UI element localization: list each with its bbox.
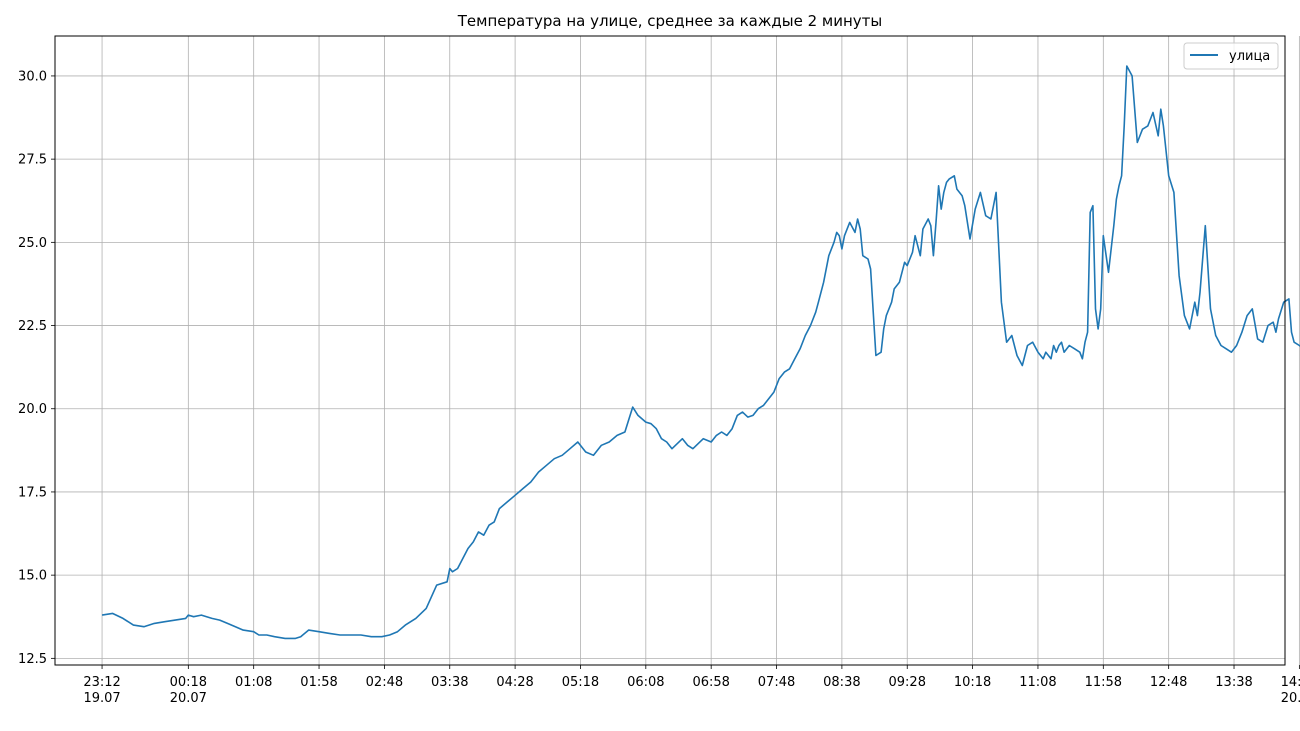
x-tick-label: 14:28 — [1281, 675, 1300, 690]
legend-label: улица — [1229, 49, 1270, 64]
legend-box — [1183, 42, 1279, 70]
x-tick-label: 08:38 — [823, 675, 860, 690]
x-tick-label: 06:58 — [692, 675, 729, 690]
grid — [55, 36, 1300, 665]
series-line-ulitsa — [101, 65, 1300, 640]
x-tick-date-label: 20.07 — [1281, 691, 1300, 706]
y-tick-label: 15.0 — [18, 569, 47, 584]
legend: улица — [1183, 42, 1279, 70]
x-tick-label: 07:48 — [758, 675, 795, 690]
x-tick-label: 11:08 — [1019, 675, 1056, 690]
x-tick-label: 12:48 — [1150, 675, 1187, 690]
x-tick-label: 00:18 — [170, 675, 207, 690]
y-tick-label: 20.0 — [18, 402, 47, 417]
x-tick-label: 11:58 — [1085, 675, 1122, 690]
x-tick-label: 01:58 — [300, 675, 337, 690]
x-tick-label: 04:28 — [496, 675, 533, 690]
x-tick-label: 01:08 — [235, 675, 272, 690]
x-tick-label: 23:12 — [83, 675, 120, 690]
x-tick-label: 13:38 — [1215, 675, 1252, 690]
y-tick-label: 22.5 — [18, 319, 47, 334]
y-tick-label: 12.5 — [18, 652, 47, 667]
x-tick-label: 06:08 — [627, 675, 664, 690]
y-tick-label: 25.0 — [18, 236, 47, 251]
x-tick-label: 05:18 — [562, 675, 599, 690]
series-layer — [101, 65, 1300, 640]
y-tick-label: 30.0 — [18, 69, 47, 84]
x-tick-label: 10:18 — [954, 675, 991, 690]
y-tick-label: 17.5 — [18, 485, 47, 500]
x-tick-label: 02:48 — [366, 675, 403, 690]
chart-title: Температура на улице, среднее за каждые … — [457, 12, 882, 30]
x-tick-date-label: 20.07 — [170, 691, 207, 706]
plot-frame — [54, 35, 1286, 666]
x-tick-date-label: 19.07 — [83, 691, 120, 706]
y-axis: 12.5 15.0 17.5 20.0 22.5 25.0 27.5 30.0 — [18, 69, 55, 667]
y-tick-label: 27.5 — [18, 153, 47, 168]
x-tick-label: 09:28 — [889, 675, 926, 690]
x-tick-label: 03:38 — [431, 675, 468, 690]
